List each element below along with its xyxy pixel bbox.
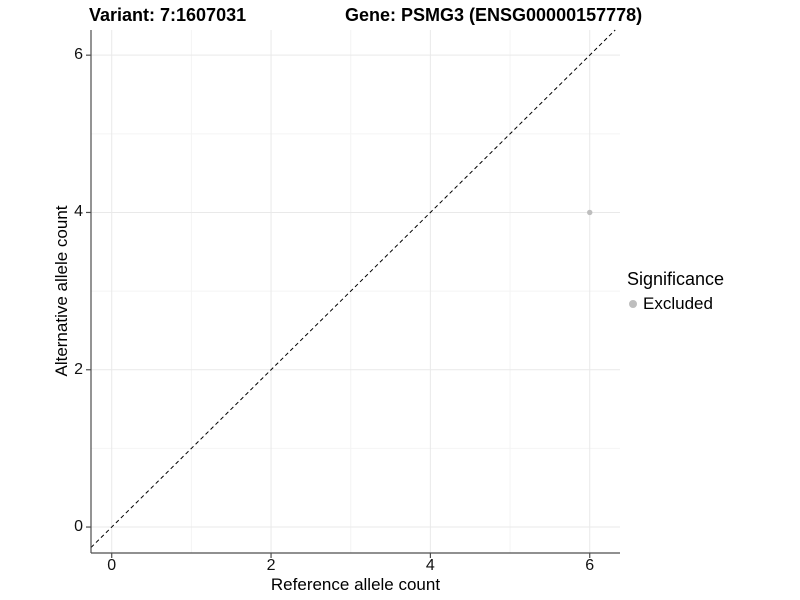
legend-entry: Excluded bbox=[627, 293, 724, 315]
y-tick-label: 0 bbox=[74, 518, 83, 536]
x-axis-title: Reference allele count bbox=[270, 575, 441, 594]
x-tick-label: 2 bbox=[266, 557, 276, 574]
y-tick-label: 4 bbox=[74, 203, 83, 221]
legend-entries: Excluded bbox=[627, 293, 724, 315]
data-point bbox=[587, 209, 593, 216]
x-tick-label: 6 bbox=[585, 557, 595, 574]
y-tick-label: 6 bbox=[74, 46, 83, 64]
legend-title: Significance bbox=[627, 269, 725, 289]
x-tick-label: 4 bbox=[425, 557, 435, 574]
plot-title-variant: Variant: 7:1607031 bbox=[89, 5, 247, 25]
y-tick-label: 2 bbox=[74, 360, 83, 378]
legend-point-icon bbox=[629, 300, 637, 308]
identity-line bbox=[90, 29, 616, 548]
plot-title-gene: Gene: PSMG3 (ENSG00000157778) bbox=[345, 5, 643, 25]
x-tick-label: 0 bbox=[107, 557, 117, 574]
legend: Significance Excluded bbox=[627, 268, 724, 315]
legend-entry-label: Excluded bbox=[643, 294, 713, 313]
y-axis-title: Alternative allele count bbox=[52, 205, 71, 377]
